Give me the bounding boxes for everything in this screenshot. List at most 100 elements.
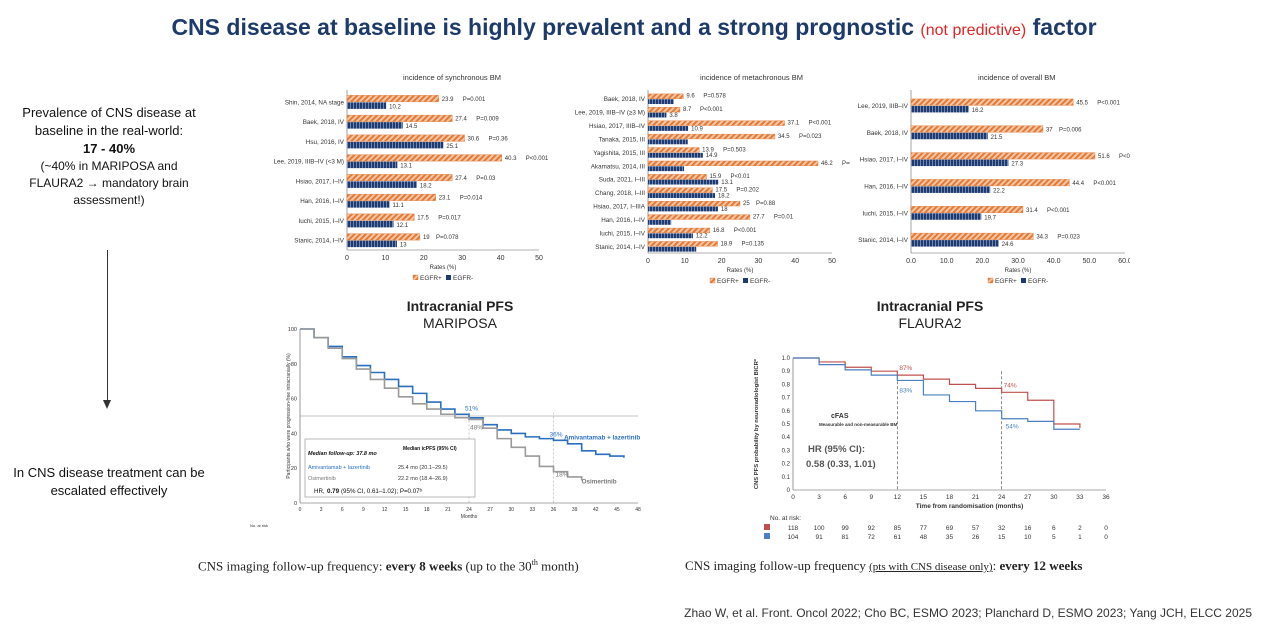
x-axis-label: Rates (%) [727,268,754,274]
bar-egfr-neg [347,240,397,248]
category-label: Yagishita, 2015, III [593,150,645,157]
bar-egfr-neg [347,141,444,149]
prevalence-text: Prevalence of CNS disease at baseline in… [22,105,196,138]
hr-label: HR (95% CI): [808,444,865,455]
prevalence-block: Prevalence of CNS disease at baseline in… [4,104,214,209]
category-label: Hsu, 2016, IV [306,139,345,146]
results-table [304,438,476,498]
x-tick-label: 12 [382,507,388,513]
x-tick-label: 30 [508,507,514,513]
bar-egfr-neg [911,213,982,220]
at-risk-value: 0 [1104,534,1108,541]
x-tick-label: 30.0 [1011,258,1025,265]
bar-egfr-neg [347,181,417,188]
x-tick-label: 0 [345,255,349,262]
category-label: Stanic, 2014, I–IV [858,237,909,244]
series-label-ami: Amivantamab + lazertinib [564,434,640,441]
landmark-label: 18% [556,472,569,479]
at-risk-value: 48 [920,534,928,541]
value-label-neg: 18 [721,207,728,213]
value-label-pos: 18.9 [721,241,733,247]
value-label-neg: 24.6 [1002,242,1014,248]
x-tick-label: 42 [593,507,599,513]
x-tick-label: 0.0 [906,258,916,265]
bar-egfr-neg [911,159,1009,167]
value-label-neg: 22.2 [993,188,1005,194]
category-label: Han, 2016, I–IV [300,198,345,205]
overall-bm-chart: incidence of overall BM 0.0 10.0 20.0 30.0 40… [858,73,1130,285]
bar-egfr-neg [911,132,988,140]
value-label-neg: 12.2 [696,234,708,240]
x-tick-label: 24 [998,494,1006,501]
down-arrow-icon [103,400,111,409]
slide-title: CNS disease at baseline is highly preval… [171,14,1097,40]
bar-egfr-neg [347,220,394,228]
at-risk-value: 1 [1078,534,1082,541]
bar-egfr-neg [648,166,685,172]
landmark-label: 74% [1004,382,1017,389]
y-tick-label: 0.4 [782,435,791,441]
landmark-label: 48% [470,424,483,431]
value-label-neg: 13.1 [721,180,733,186]
p-value-label: P=0.135 [742,241,765,247]
bar-egfr-pos [647,120,785,126]
value-label-pos: 16.8 [713,228,725,234]
value-label-neg: 12.1 [396,223,408,229]
prevalence-range: 17 - 40% [82,141,136,156]
value-label-pos: 46.2 [821,161,833,167]
p-value-label: P<0.001 [700,107,723,113]
category-label: Chang, 2018, I–III [595,190,645,197]
x-tick-label: 0 [646,258,650,265]
at-risk-value: 32 [998,525,1006,532]
cfas-sublabel: Measurable and non-measurable BM [819,422,898,427]
value-label-neg: 25.1 [446,144,458,150]
value-label-pos: 45.5 [1076,100,1088,106]
hr-rest: (95% CI, 0.61–1.02); P=0.07ᵇ [341,488,423,495]
x-tick-label: 24 [466,507,472,513]
legend-label-egfr-pos: EGFR+ [420,275,442,280]
x-tick-label: 9 [869,494,873,501]
flaura2-subtitle: FLAURA2 [898,315,962,331]
bar-egfr-pos [346,233,421,241]
p-value-label: P=0.009 [476,117,499,123]
category-label: Akamatsu, 2014, III [591,163,646,170]
metachronous-bm-chart: incidence of metachronous BM 0 10 20 30 40 50 R… [575,73,850,285]
x-tick-label: 33 [530,507,536,513]
bar-egfr-neg [347,161,398,169]
followup-text: Median follow-up: 37.8 mo [308,451,377,457]
value-label-pos: 37 [1046,127,1053,133]
hr-label: HR, [314,488,325,495]
osi-mono-curve [793,357,1080,430]
table-header: Median icPFS (95% CI) [403,446,457,452]
category-label: Iuchi, 2015, I–IV [298,218,344,225]
p-value-label: P=0.023 [1057,235,1080,241]
landmark-label: 87% [899,365,912,372]
p-value-label: P=0.014 [460,196,483,202]
landmark-label: 83% [899,387,912,394]
bar-egfr-pos [647,227,711,234]
value-label-pos: 27.7 [753,214,765,220]
legend-label-egfr-neg: EGFR- [453,275,473,280]
at-risk-value: 104 [788,534,799,541]
category-label: Lee, 2019, IIIB–IV [858,103,909,110]
chart-title: incidence of overall BM [978,73,1056,82]
x-tick-label: 20 [420,255,428,262]
legend-label-egfr-pos: EGFR+ [995,278,1017,285]
x-tick-label: 30 [458,255,466,262]
x-tick-label: 36 [1102,494,1110,501]
bar-egfr-neg [648,139,688,145]
x-tick-label: 40.0 [1047,258,1061,265]
osimertinib-curve [300,328,583,481]
at-risk-value: 100 [814,525,825,532]
x-tick-label: 18 [946,494,954,501]
at-risk-value: 85 [894,525,902,532]
p-value-label: P<0.001 [1093,181,1116,187]
value-label-neg: 14.5 [406,124,418,130]
category-label: Baek, 2018, IV [303,119,345,126]
at-risk-value: 118 [788,525,799,532]
synchronous-bm-chart: incidence of synchronous BM 0 10 20 30 40 50 Ra… [273,73,549,280]
bar-egfr-pos [346,95,439,103]
x-tick-label: 39 [572,507,578,513]
y-tick-label: 80 [291,362,297,368]
legend-swatch-egfr-pos [987,277,994,284]
